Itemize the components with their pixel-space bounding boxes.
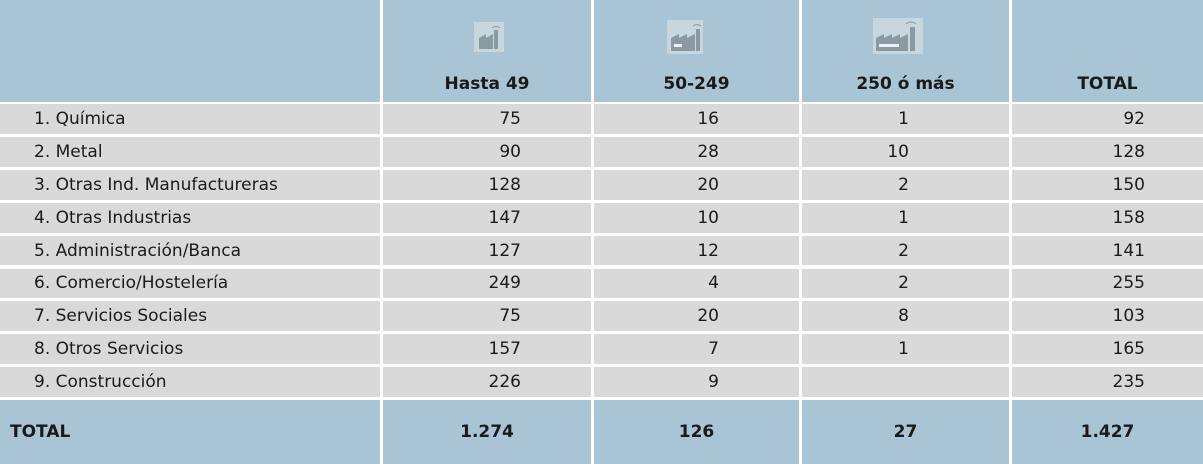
total-value: 1.427 bbox=[1012, 400, 1203, 464]
cell-value: 249 bbox=[383, 268, 591, 299]
cell-value: 141 bbox=[1012, 235, 1203, 266]
cell-value: 165 bbox=[1012, 334, 1203, 365]
cell-value: 8 bbox=[802, 301, 1009, 332]
cell-value: 2 bbox=[802, 235, 1009, 266]
row-label: 4. Otras Industrias bbox=[0, 202, 380, 233]
cell-value: 150 bbox=[1012, 169, 1203, 200]
cell-value: 147 bbox=[383, 202, 591, 233]
cell-value: 7 bbox=[594, 334, 799, 365]
column-header: 250 ó más bbox=[802, 0, 1009, 102]
cell-value: 1 bbox=[802, 104, 1009, 134]
factory-icon-medium bbox=[667, 20, 703, 54]
cell-value: 2 bbox=[802, 169, 1009, 200]
cell-value: 75 bbox=[383, 301, 591, 332]
cell-value: 10 bbox=[594, 202, 799, 233]
cell-value: 12 bbox=[594, 235, 799, 266]
cell-value: 158 bbox=[1012, 202, 1203, 233]
cell-value: 10 bbox=[802, 136, 1009, 167]
row-label: 3. Otras Ind. Manufactureras bbox=[0, 169, 380, 200]
row-label: 2. Metal bbox=[0, 136, 380, 167]
row-label: 5. Administración/Banca bbox=[0, 235, 380, 266]
cell-value: 255 bbox=[1012, 268, 1203, 299]
factory-icon-small bbox=[474, 22, 504, 52]
cell-value: 226 bbox=[383, 367, 591, 398]
total-label: TOTAL bbox=[0, 400, 380, 464]
total-value: 1.274 bbox=[383, 400, 591, 464]
cell-value: 20 bbox=[594, 169, 799, 200]
row-label: 8. Otros Servicios bbox=[0, 334, 380, 365]
factory-icon-large bbox=[873, 18, 923, 54]
cell-value: 128 bbox=[383, 169, 591, 200]
cell-value: 1 bbox=[802, 334, 1009, 365]
row-label: 1. Química bbox=[0, 104, 380, 134]
cell-value: 9 bbox=[594, 367, 799, 398]
total-value: 126 bbox=[594, 400, 799, 464]
cell-value: 20 bbox=[594, 301, 799, 332]
cell-value: 128 bbox=[1012, 136, 1203, 167]
cell-value: 75 bbox=[383, 104, 591, 134]
cell-value bbox=[802, 367, 1009, 398]
cell-value: 103 bbox=[1012, 301, 1203, 332]
row-label: 7. Servicios Sociales bbox=[0, 301, 380, 332]
total-value: 27 bbox=[802, 400, 1009, 464]
row-label: 9. Construcción bbox=[0, 367, 380, 398]
header-cell bbox=[0, 0, 380, 102]
cell-value: 28 bbox=[594, 136, 799, 167]
cell-value: 92 bbox=[1012, 104, 1203, 134]
cell-value: 127 bbox=[383, 235, 591, 266]
cell-value: 235 bbox=[1012, 367, 1203, 398]
column-header: Hasta 49 bbox=[383, 0, 591, 102]
cell-value: 2 bbox=[802, 268, 1009, 299]
cell-value: 4 bbox=[594, 268, 799, 299]
cell-value: 16 bbox=[594, 104, 799, 134]
cell-value: 157 bbox=[383, 334, 591, 365]
row-label: 6. Comercio/Hostelería bbox=[0, 268, 380, 299]
cell-value: 1 bbox=[802, 202, 1009, 233]
column-header: TOTAL bbox=[1012, 0, 1203, 102]
cell-value: 90 bbox=[383, 136, 591, 167]
